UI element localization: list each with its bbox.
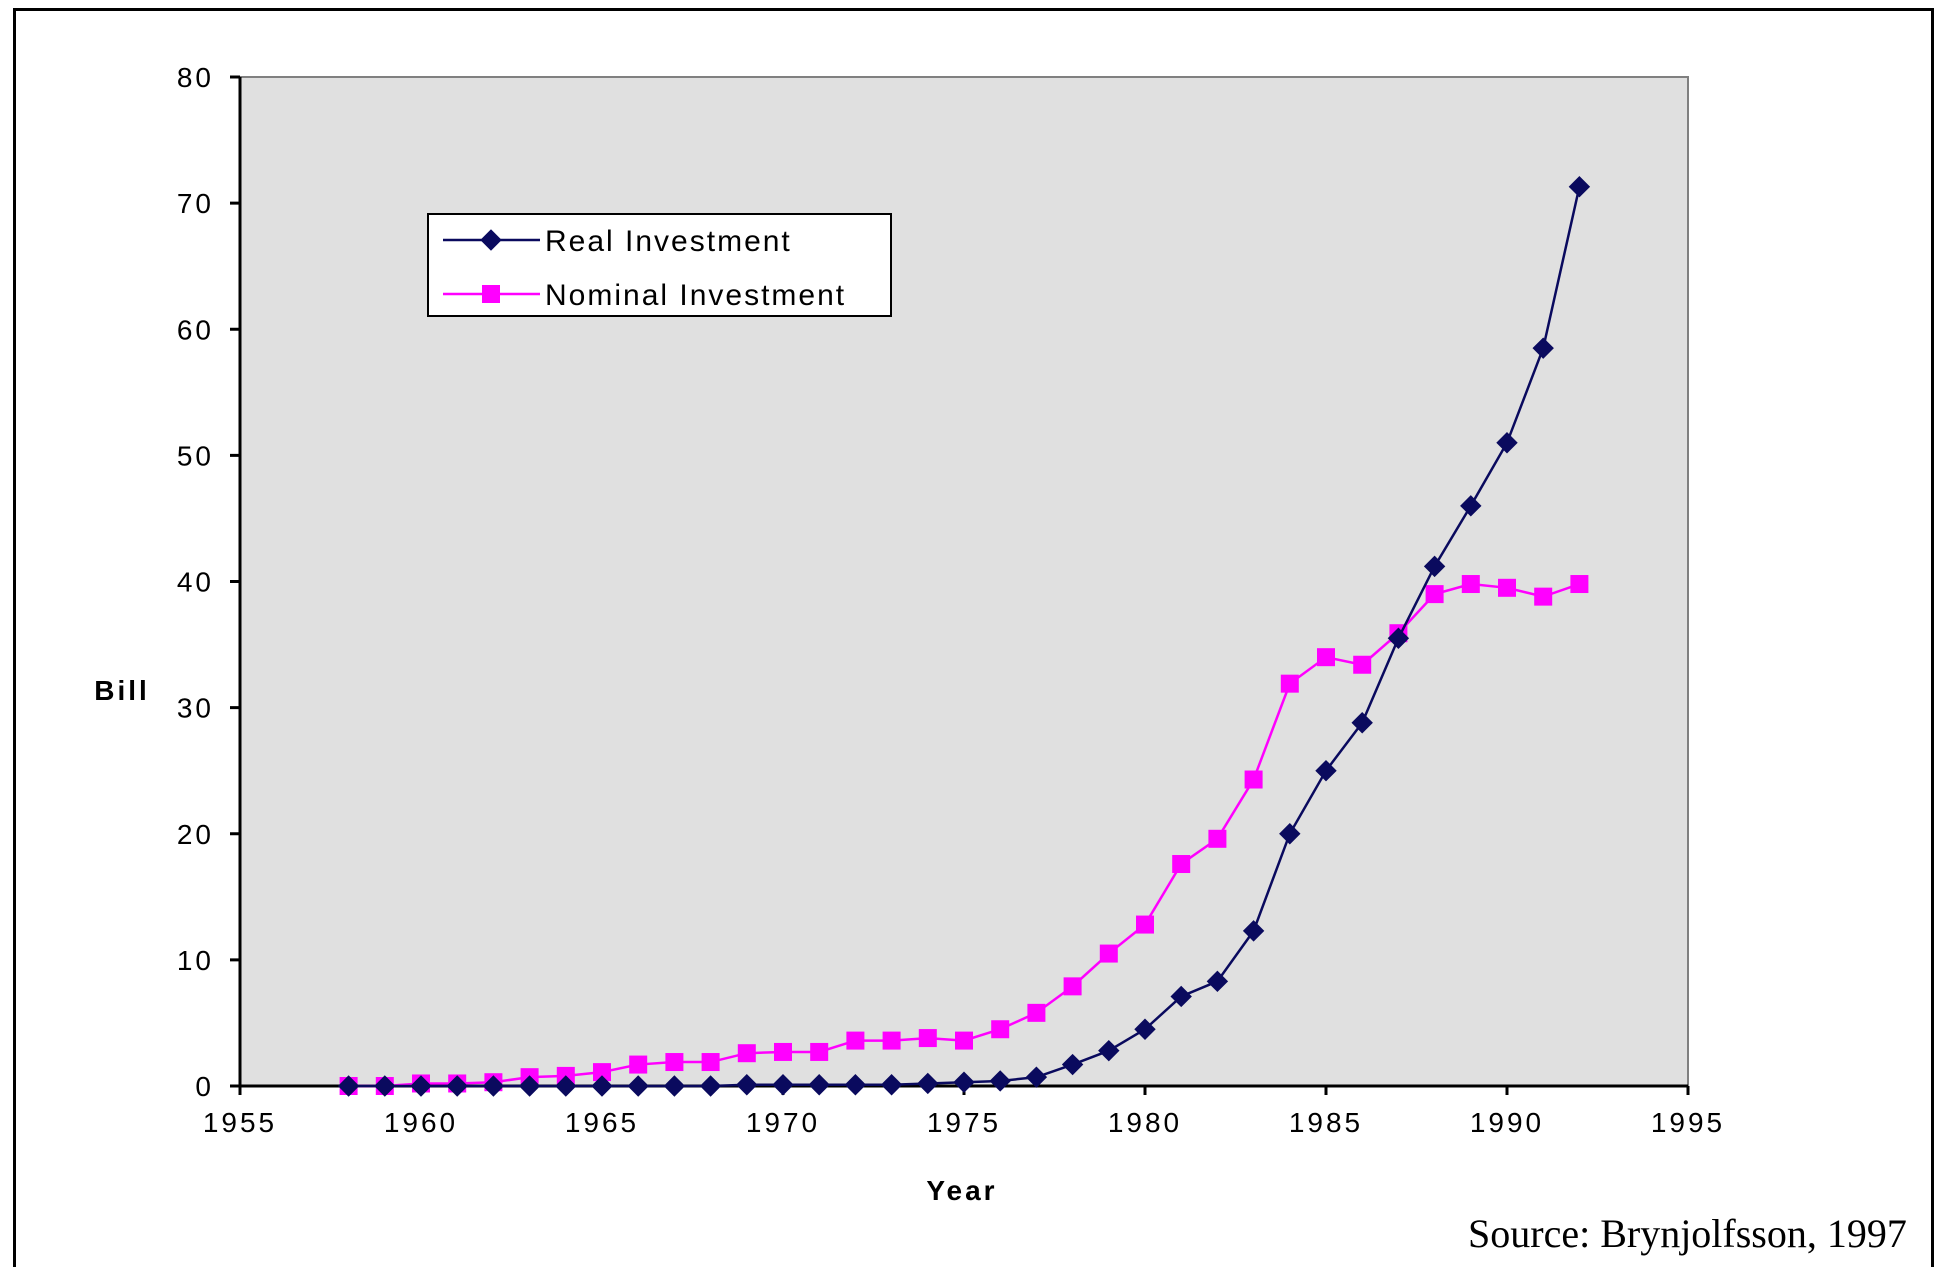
y-tick-label: 50 [177, 440, 214, 471]
real-investment-point [989, 1070, 1011, 1092]
nominal-investment-point [1461, 575, 1480, 594]
real-investment-point [555, 1075, 577, 1097]
legend-box [427, 213, 892, 317]
x-tick-label: 1965 [565, 1107, 639, 1138]
nominal-investment-point [1317, 648, 1335, 667]
nominal-investment-point [1534, 587, 1553, 606]
real-investment-point [627, 1075, 649, 1097]
real-investment-point [482, 1075, 505, 1097]
x-tick-label: 1970 [746, 1107, 820, 1138]
real-investment-point [844, 1074, 867, 1096]
real-investment-point [337, 1075, 360, 1097]
legend-item-nominal-label: Nominal Investment [545, 279, 846, 312]
x-tick-label: 1955 [203, 1107, 277, 1138]
y-tick-label: 40 [177, 567, 214, 598]
nominal-investment-point [1063, 977, 1082, 996]
legend: Real Investment Nominal Investment [427, 213, 892, 317]
nominal-investment-point [991, 1020, 1010, 1039]
x-tick-label: 1980 [1108, 1107, 1182, 1138]
y-axis-title: Bill [94, 675, 150, 706]
real-investment-point [1025, 1066, 1048, 1088]
nominal-investment-point [1208, 829, 1227, 848]
y-axis-ticks: 0 10 20 30 40 50 60 70 80 [177, 62, 240, 1102]
y-tick-label: 0 [195, 1071, 214, 1102]
real-investment-point [1568, 176, 1591, 198]
y-tick-label: 30 [177, 693, 214, 724]
y-tick-label: 80 [177, 62, 214, 93]
nominal-investment-point [1027, 1003, 1046, 1022]
x-tick-label: 1990 [1470, 1107, 1544, 1138]
real-investment-point [1061, 1053, 1084, 1076]
nominal-investment-point [1172, 855, 1191, 874]
real-investment-point [953, 1071, 975, 1093]
nominal-investment-point [1099, 944, 1118, 963]
real-investment-point [446, 1075, 468, 1097]
real-investment-point [410, 1075, 432, 1097]
nominal-investment-point [810, 1042, 829, 1061]
real-investment-point [699, 1075, 722, 1097]
real-investment-point [1460, 495, 1482, 517]
real-investment-series [337, 176, 1591, 1097]
real-investment-point [1496, 432, 1518, 454]
x-tick-label: 1995 [1651, 1107, 1725, 1138]
y-tick-label: 10 [177, 945, 214, 976]
nominal-investment-point [1353, 655, 1372, 674]
nominal-investment-point [846, 1031, 865, 1050]
nominal-investment-point [955, 1031, 973, 1050]
x-tick-label: 1960 [384, 1107, 458, 1138]
real-investment-point [772, 1074, 794, 1096]
legend-item-real-marker [480, 229, 502, 251]
figure-frame [13, 8, 1934, 1267]
x-axis-ticks: 1955 1960 1965 1970 1975 1980 1985 1990 1995 [203, 1086, 1725, 1138]
nominal-investment-point [629, 1055, 648, 1074]
real-investment-point [591, 1075, 613, 1097]
nominal-investment-point [1280, 674, 1299, 693]
y-tick-label: 70 [177, 188, 214, 219]
nominal-investment-point [701, 1053, 720, 1072]
y-tick-label: 60 [177, 314, 214, 345]
real-investment-point [1279, 823, 1301, 845]
real-investment-point [917, 1072, 939, 1095]
nominal-investment-point [593, 1063, 611, 1082]
real-investment-point [1423, 555, 1446, 578]
real-investment-point [1532, 337, 1554, 359]
nominal-investment-point [774, 1042, 792, 1061]
y-tick-label: 20 [177, 819, 214, 850]
legend-item-real-label: Real Investment [545, 225, 792, 258]
x-tick-label: 1985 [1289, 1107, 1363, 1138]
real-investment-point [374, 1075, 396, 1097]
real-investment-point [1242, 920, 1265, 942]
real-investment-point [1206, 970, 1229, 993]
real-investment-point [880, 1074, 903, 1096]
real-investment-point [1315, 759, 1337, 782]
nominal-investment-point [1498, 578, 1516, 597]
nominal-investment-point [737, 1044, 756, 1063]
source-citation: Source: Brynjolfsson, 1997 [1468, 1211, 1907, 1256]
real-investment-point [1387, 627, 1410, 649]
nominal-investment-point [882, 1031, 901, 1050]
series-layer [337, 176, 1591, 1097]
nominal-investment-point [1136, 915, 1154, 934]
nominal-investment-point [665, 1053, 684, 1072]
legend-item-nominal-marker [482, 285, 500, 303]
real-investment-point [736, 1074, 758, 1096]
real-investment-point [808, 1074, 830, 1096]
real-investment-point [1170, 985, 1192, 1008]
x-tick-label: 1975 [927, 1107, 1001, 1138]
x-axis-title: Year [926, 1175, 997, 1206]
real-investment-point [1098, 1039, 1120, 1062]
nominal-investment-point [1425, 585, 1444, 604]
real-investment-point [1134, 1018, 1156, 1040]
real-investment-point [1351, 712, 1373, 734]
real-investment-point [663, 1075, 686, 1097]
real-investment-point [518, 1075, 541, 1097]
nominal-investment-point [918, 1029, 937, 1048]
nominal-investment-point [1244, 770, 1263, 789]
nominal-investment-point [1570, 575, 1589, 594]
